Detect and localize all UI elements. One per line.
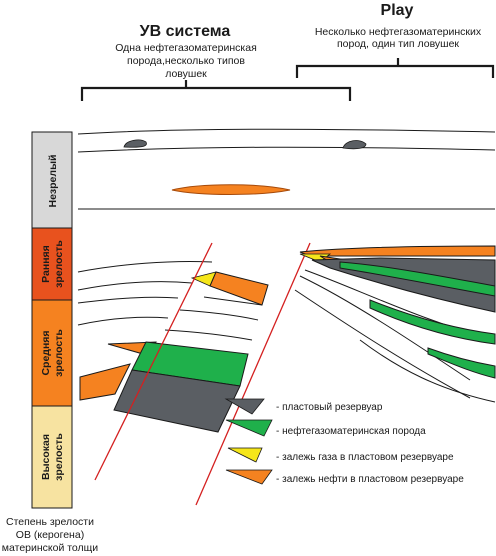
- gas-cap-right: [342, 140, 367, 150]
- right-system-desc-line2: пород, один тип ловушек: [337, 38, 459, 50]
- left-system-desc-line2: порода,несколько типов: [127, 55, 245, 67]
- maturity-label-middle-2: зрелость: [53, 329, 65, 377]
- right-reservoir-main: [311, 257, 496, 313]
- maturity-caption-line2: ОВ (керогена): [16, 529, 84, 541]
- middle-oil-reservoir: [209, 271, 269, 306]
- left-system-bracket: [80, 80, 352, 101]
- left-layer-2: [77, 281, 193, 291]
- right-oil-top: [299, 245, 496, 257]
- right-layer-3: [294, 289, 471, 399]
- legend-label-reservoir: - пластовый резервуар: [276, 402, 383, 413]
- left-layer-3: [77, 296, 179, 304]
- right-source-2: [369, 299, 496, 345]
- right-system-desc-line1: Несколько нефтегазоматеринских: [315, 26, 482, 38]
- maturity-caption-line3: материнской толщи: [2, 542, 99, 554]
- right-layer-4: [359, 339, 496, 403]
- right-system-title: Play: [381, 2, 414, 19]
- left-system-desc-line3: ловушек: [165, 68, 207, 80]
- maturity-zone-high: [31, 405, 73, 509]
- fault-left: [94, 242, 213, 481]
- maturity-label-high-2: зрелость: [53, 433, 65, 481]
- left-system-desc-line1: Одна нефтегазоматеринская: [115, 42, 257, 54]
- maturity-caption-line1: Степень зрелости: [6, 516, 94, 528]
- legend-swatch-gas: [227, 447, 263, 463]
- legend-swatch-reservoir: [224, 398, 265, 415]
- middle-reservoir: [113, 369, 241, 433]
- legend-label-source: - нефтегазоматеринская порода: [276, 425, 426, 437]
- legend-label-oil: - залежь нефти в пластовом резервуаре: [276, 473, 464, 485]
- right-source-1: [339, 261, 496, 297]
- left-layer-4: [77, 316, 169, 326]
- right-source-3: [427, 347, 496, 379]
- stratum-top-line: [77, 128, 496, 135]
- maturity-label-early-1: Ранняя: [40, 245, 52, 283]
- legend-swatch-oil: [225, 469, 273, 485]
- right-layer-2: [299, 275, 471, 381]
- left-layer-1: [77, 260, 213, 273]
- middle-layer-3: [164, 329, 253, 341]
- left-system-title: УВ система: [140, 23, 231, 40]
- maturity-label-immature: Незрелый: [47, 155, 59, 208]
- legend-label-gas: - залежь газа в пластовом резервуаре: [276, 452, 454, 463]
- maturity-label-early-2: зрелость: [53, 240, 65, 288]
- maturity-zone-early: [31, 227, 73, 301]
- oil-lens-immature: [171, 184, 291, 195]
- middle-layer-2: [179, 309, 259, 321]
- right-system-bracket: [295, 58, 495, 78]
- maturity-zone-immature: [31, 131, 73, 229]
- maturity-label-high-1: Высокая: [40, 434, 52, 480]
- middle-layer-1: [203, 296, 263, 306]
- left-oil-wedge-2: [79, 363, 131, 401]
- gas-cap-left: [123, 139, 147, 148]
- stratum-line-2: [77, 146, 496, 153]
- legend-swatch-source: [225, 419, 273, 437]
- maturity-label-middle-1: Средняя: [40, 330, 52, 375]
- maturity-zone-middle: [31, 299, 73, 407]
- fault-right: [195, 242, 311, 506]
